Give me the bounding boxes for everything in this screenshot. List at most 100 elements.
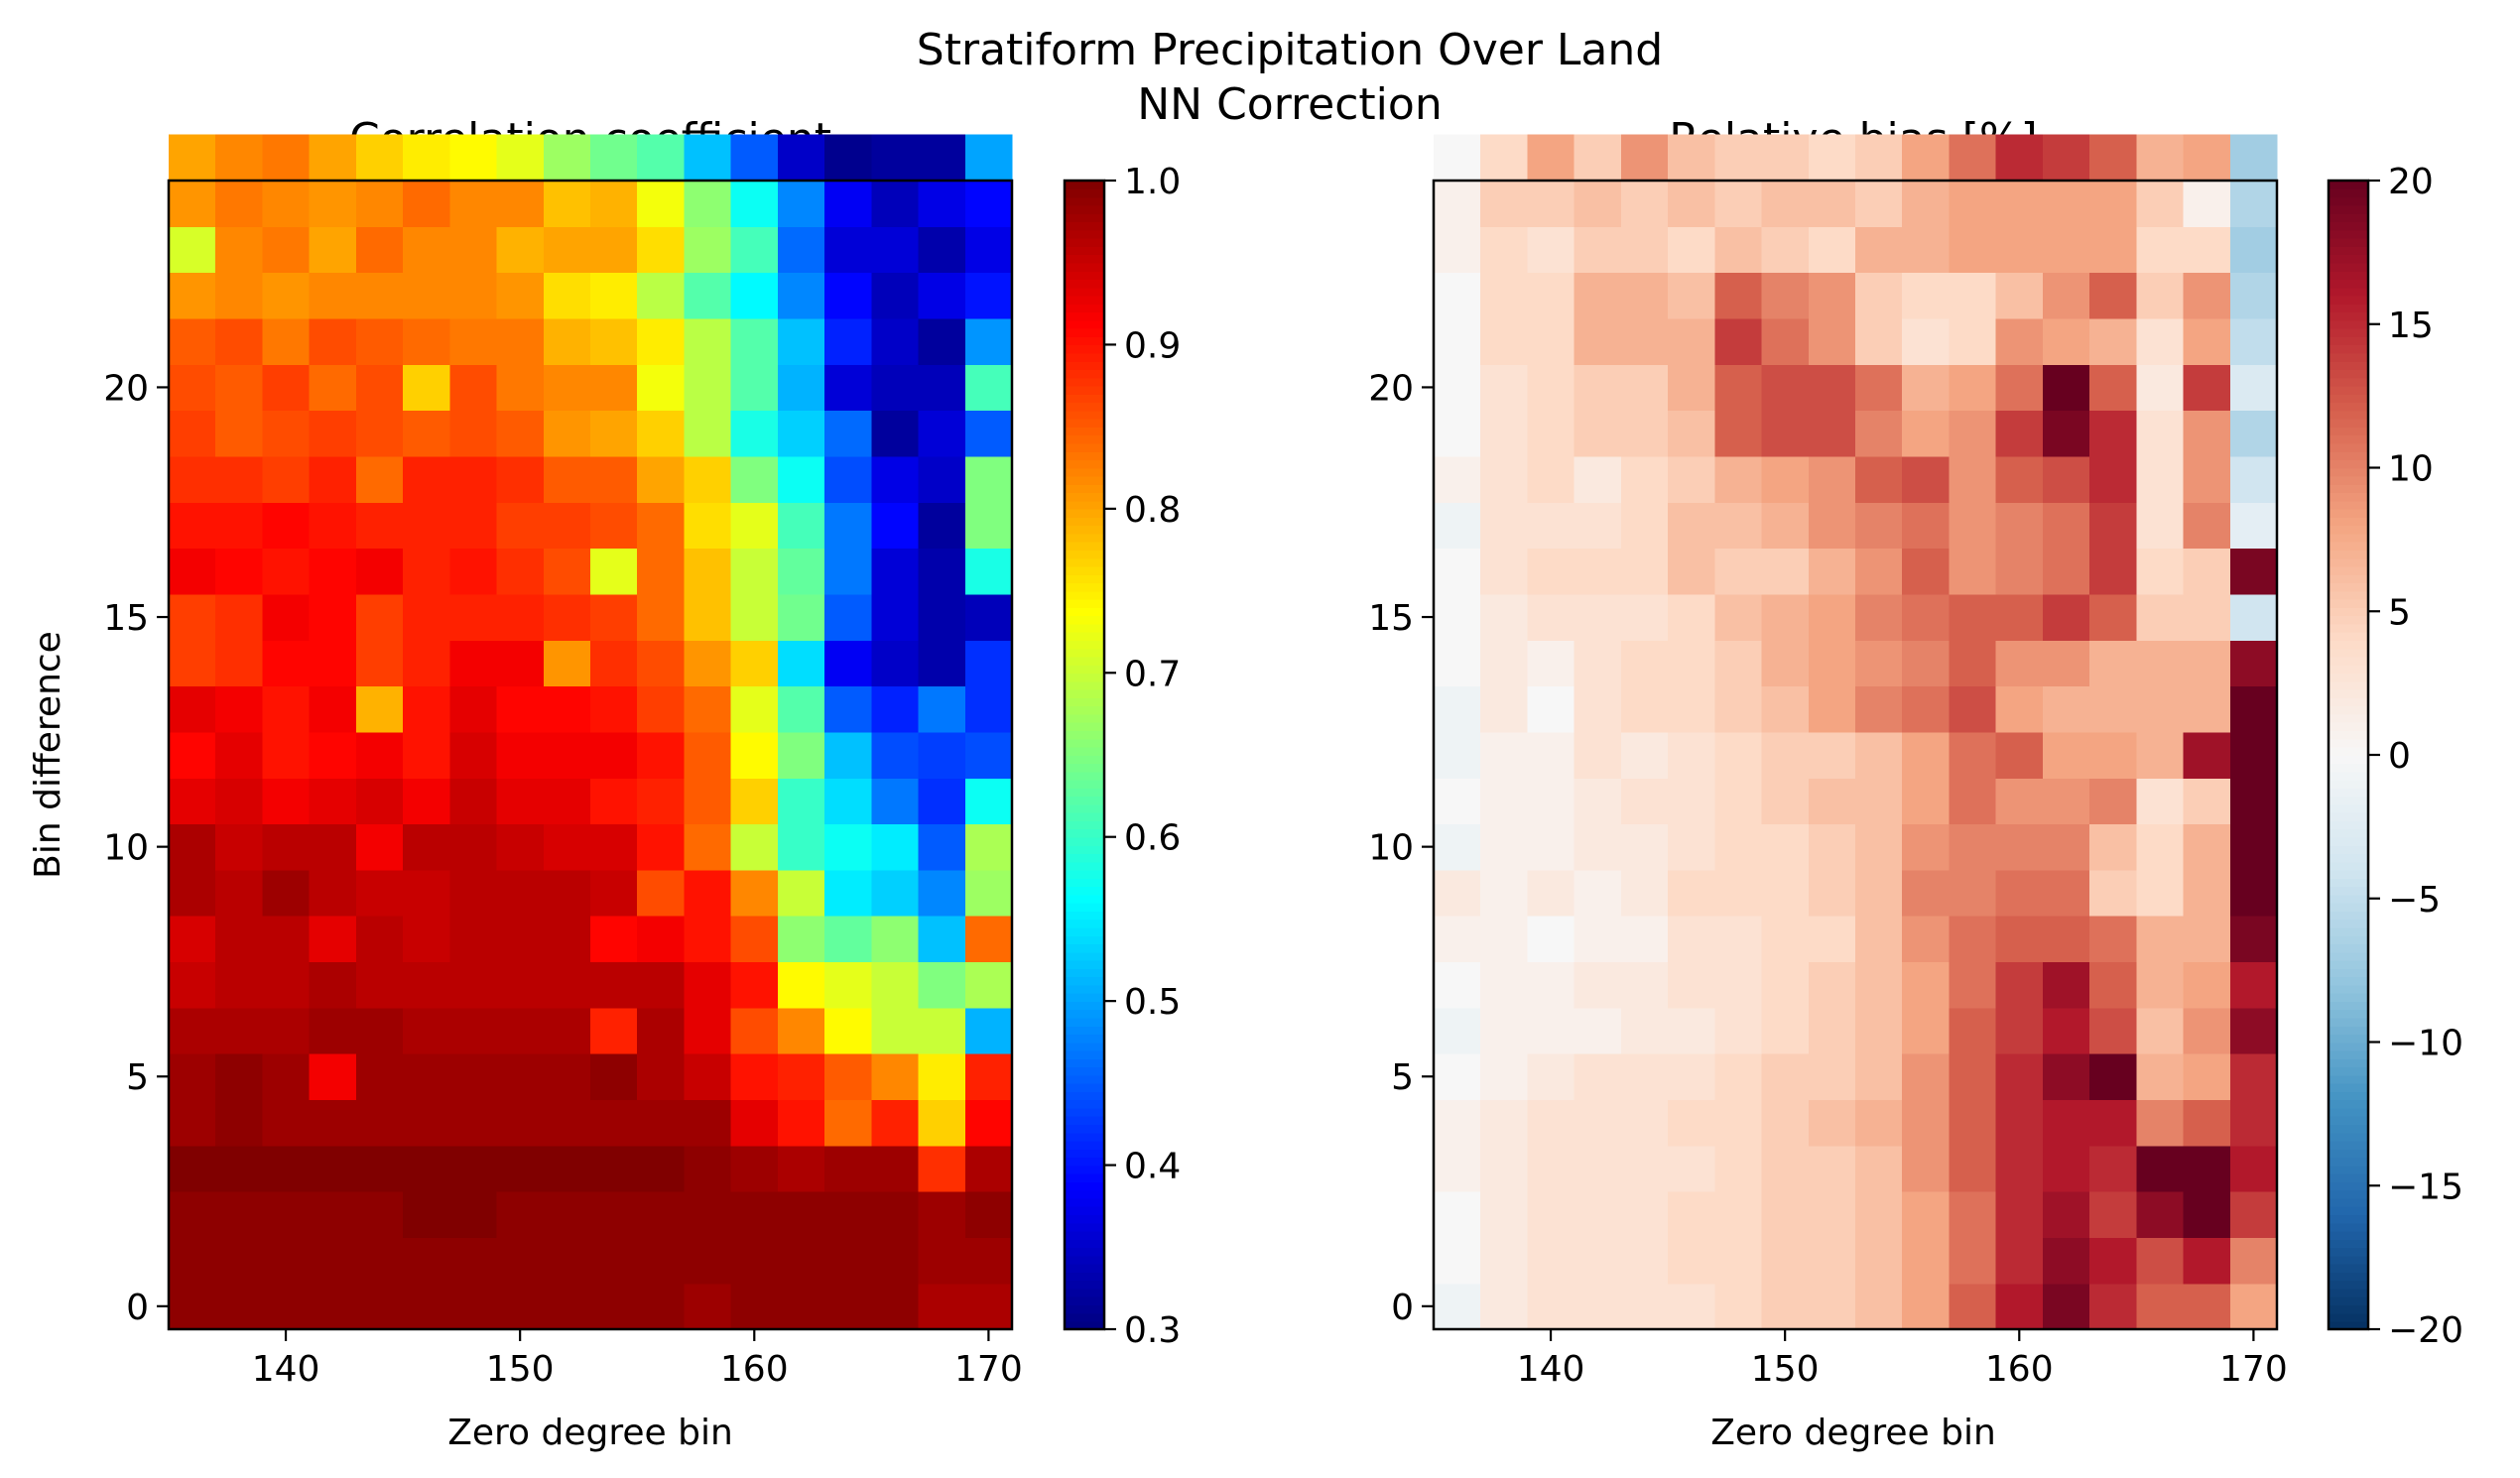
- heatmap-cell: [169, 869, 216, 917]
- heatmap-cell: [2089, 823, 2137, 871]
- colorbar-segment: [2329, 755, 2368, 765]
- heatmap-cell: [590, 961, 638, 1009]
- colorbar-segment: [2329, 959, 2368, 969]
- colorbar-segment: [2329, 262, 2368, 272]
- heatmap-cell: [918, 364, 966, 412]
- heatmap-cell: [1855, 1007, 1903, 1054]
- heatmap-cell: [1949, 916, 1997, 963]
- heatmap-cell: [1714, 1283, 1763, 1330]
- colorbar-segment: [2329, 295, 2368, 305]
- heatmap-cell: [1949, 548, 1997, 595]
- heatmap-cell: [2183, 317, 2231, 365]
- heatmap-cell: [684, 1007, 732, 1054]
- heatmap-cell: [1761, 778, 1810, 825]
- heatmap-cell: [1668, 317, 1715, 365]
- heatmap-cell: [1620, 823, 1669, 871]
- heatmap-cell: [1668, 916, 1715, 963]
- colorbar-tick-label: 0.3: [1124, 1310, 1181, 1351]
- heatmap-cell: [1855, 181, 1903, 227]
- heatmap-cell: [309, 731, 357, 779]
- colorbar-segment: [2329, 229, 2368, 239]
- colorbar-segment: [2329, 853, 2368, 863]
- colorbar-segment: [2329, 1263, 2368, 1273]
- colorbar-segment: [2329, 1074, 2368, 1084]
- colorbar-segment: [1065, 1172, 1104, 1182]
- heatmap-cell: [169, 823, 216, 871]
- heatmap-cell: [1949, 869, 1997, 917]
- heatmap-cell: [1527, 1283, 1575, 1330]
- heatmap-cell: [2136, 916, 2185, 963]
- colorbar-segment: [1065, 352, 1104, 362]
- heatmap-cell: [777, 685, 825, 733]
- heatmap-cell: [309, 869, 357, 917]
- heatmap-cell: [309, 640, 357, 687]
- heatmap-cell: [824, 1053, 872, 1100]
- heatmap-cell: [637, 823, 686, 871]
- colorbar-segment: [2329, 984, 2368, 994]
- heatmap-cell: [449, 640, 498, 687]
- heatmap-cell: [262, 731, 311, 779]
- heatmap-cell: [262, 916, 311, 963]
- relative-bias-x-ticks: 140 150 160 170: [1517, 1329, 2288, 1390]
- heatmap-cell: [309, 1283, 357, 1330]
- colorbar-segment: [2329, 1295, 2368, 1305]
- heatmap-cell: [449, 1283, 498, 1330]
- heatmap-cell: [1574, 181, 1622, 227]
- heatmap-cell: [2183, 731, 2231, 779]
- heatmap-cell: [637, 778, 686, 825]
- colorbar-segment: [1065, 680, 1104, 690]
- heatmap-cell: [2089, 317, 2137, 365]
- heatmap-cell: [262, 1283, 311, 1330]
- heatmap-cell: [169, 1099, 216, 1147]
- heatmap-cell: [1855, 961, 1903, 1009]
- heatmap-cell: [2042, 593, 2090, 641]
- heatmap-cell: [1761, 317, 1810, 365]
- heatmap-cell: [355, 1099, 404, 1147]
- heatmap-cell: [684, 593, 732, 641]
- heatmap-cell: [2042, 869, 2090, 917]
- heatmap-cell: [543, 1191, 591, 1238]
- heatmap-cell: [169, 272, 216, 319]
- heatmap-cell: [2229, 364, 2278, 412]
- heatmap-cell: [1668, 1007, 1715, 1054]
- heatmap-cell: [871, 1237, 920, 1285]
- colorbar-segment: [2329, 688, 2368, 698]
- heatmap-cell: [1714, 593, 1763, 641]
- heatmap-cell: [1855, 1283, 1903, 1330]
- heatmap-cell: [871, 134, 920, 182]
- colorbar-segment: [1065, 1165, 1104, 1174]
- heatmap-cell: [1902, 134, 1951, 182]
- heatmap-cell: [1480, 1099, 1529, 1147]
- heatmap-cell: [449, 364, 498, 412]
- heatmap-cell: [1574, 1237, 1622, 1285]
- heatmap-cell: [777, 961, 825, 1009]
- heatmap-cell: [403, 1191, 450, 1238]
- heatmap-cell: [355, 961, 404, 1009]
- colorbar-segment: [1065, 615, 1104, 625]
- heatmap-cell: [2089, 916, 2137, 963]
- heatmap-cell: [1949, 961, 1997, 1009]
- heatmap-cell: [1902, 685, 1951, 733]
- colorbar-segment: [2329, 1247, 2368, 1257]
- heatmap-cell: [824, 1145, 872, 1192]
- heatmap-cell: [2089, 364, 2137, 412]
- colorbar-segment: [2329, 673, 2368, 682]
- colorbar-segment: [1065, 484, 1104, 494]
- heatmap-cell: [964, 410, 1013, 457]
- colorbar-segment: [1065, 1295, 1104, 1305]
- heatmap-cell: [309, 1191, 357, 1238]
- heatmap-cell: [1855, 916, 1903, 963]
- heatmap-cell: [1995, 410, 2044, 457]
- heatmap-cell: [964, 916, 1013, 963]
- colorbar-segment: [2329, 861, 2368, 871]
- heatmap-cell: [1620, 317, 1669, 365]
- heatmap-cell: [2136, 1099, 2185, 1147]
- heatmap-cell: [1480, 640, 1529, 687]
- colorbar-segment: [2329, 1001, 2368, 1011]
- heatmap-cell: [2042, 731, 2090, 779]
- heatmap-cell: [1949, 731, 1997, 779]
- heatmap-cell: [1808, 1053, 1856, 1100]
- heatmap-cell: [918, 961, 966, 1009]
- heatmap-cell: [449, 410, 498, 457]
